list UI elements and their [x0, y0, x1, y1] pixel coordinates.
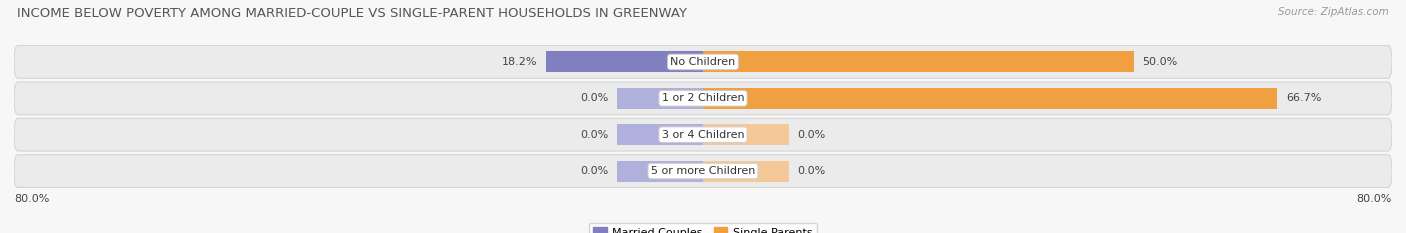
Text: 80.0%: 80.0%: [1357, 194, 1392, 204]
Text: 80.0%: 80.0%: [14, 194, 49, 204]
Legend: Married Couples, Single Parents: Married Couples, Single Parents: [589, 223, 817, 233]
Bar: [617, 124, 703, 145]
Text: 0.0%: 0.0%: [581, 93, 609, 103]
Text: 1 or 2 Children: 1 or 2 Children: [662, 93, 744, 103]
Text: No Children: No Children: [671, 57, 735, 67]
Text: Source: ZipAtlas.com: Source: ZipAtlas.com: [1278, 7, 1389, 17]
Text: 66.7%: 66.7%: [1286, 93, 1322, 103]
Text: 0.0%: 0.0%: [797, 166, 825, 176]
Text: 3 or 4 Children: 3 or 4 Children: [662, 130, 744, 140]
Text: 0.0%: 0.0%: [581, 166, 609, 176]
Bar: [547, 51, 703, 72]
FancyBboxPatch shape: [14, 82, 1392, 115]
Bar: [703, 51, 1133, 72]
Bar: [703, 88, 1278, 109]
Text: 18.2%: 18.2%: [502, 57, 537, 67]
Text: 50.0%: 50.0%: [1142, 57, 1177, 67]
Bar: [617, 161, 703, 182]
Bar: [703, 124, 789, 145]
Text: 0.0%: 0.0%: [797, 130, 825, 140]
Bar: [703, 161, 789, 182]
Text: 0.0%: 0.0%: [581, 130, 609, 140]
Text: INCOME BELOW POVERTY AMONG MARRIED-COUPLE VS SINGLE-PARENT HOUSEHOLDS IN GREENWA: INCOME BELOW POVERTY AMONG MARRIED-COUPL…: [17, 7, 688, 20]
Text: 5 or more Children: 5 or more Children: [651, 166, 755, 176]
Bar: [617, 88, 703, 109]
FancyBboxPatch shape: [14, 118, 1392, 151]
FancyBboxPatch shape: [14, 155, 1392, 187]
FancyBboxPatch shape: [14, 46, 1392, 78]
